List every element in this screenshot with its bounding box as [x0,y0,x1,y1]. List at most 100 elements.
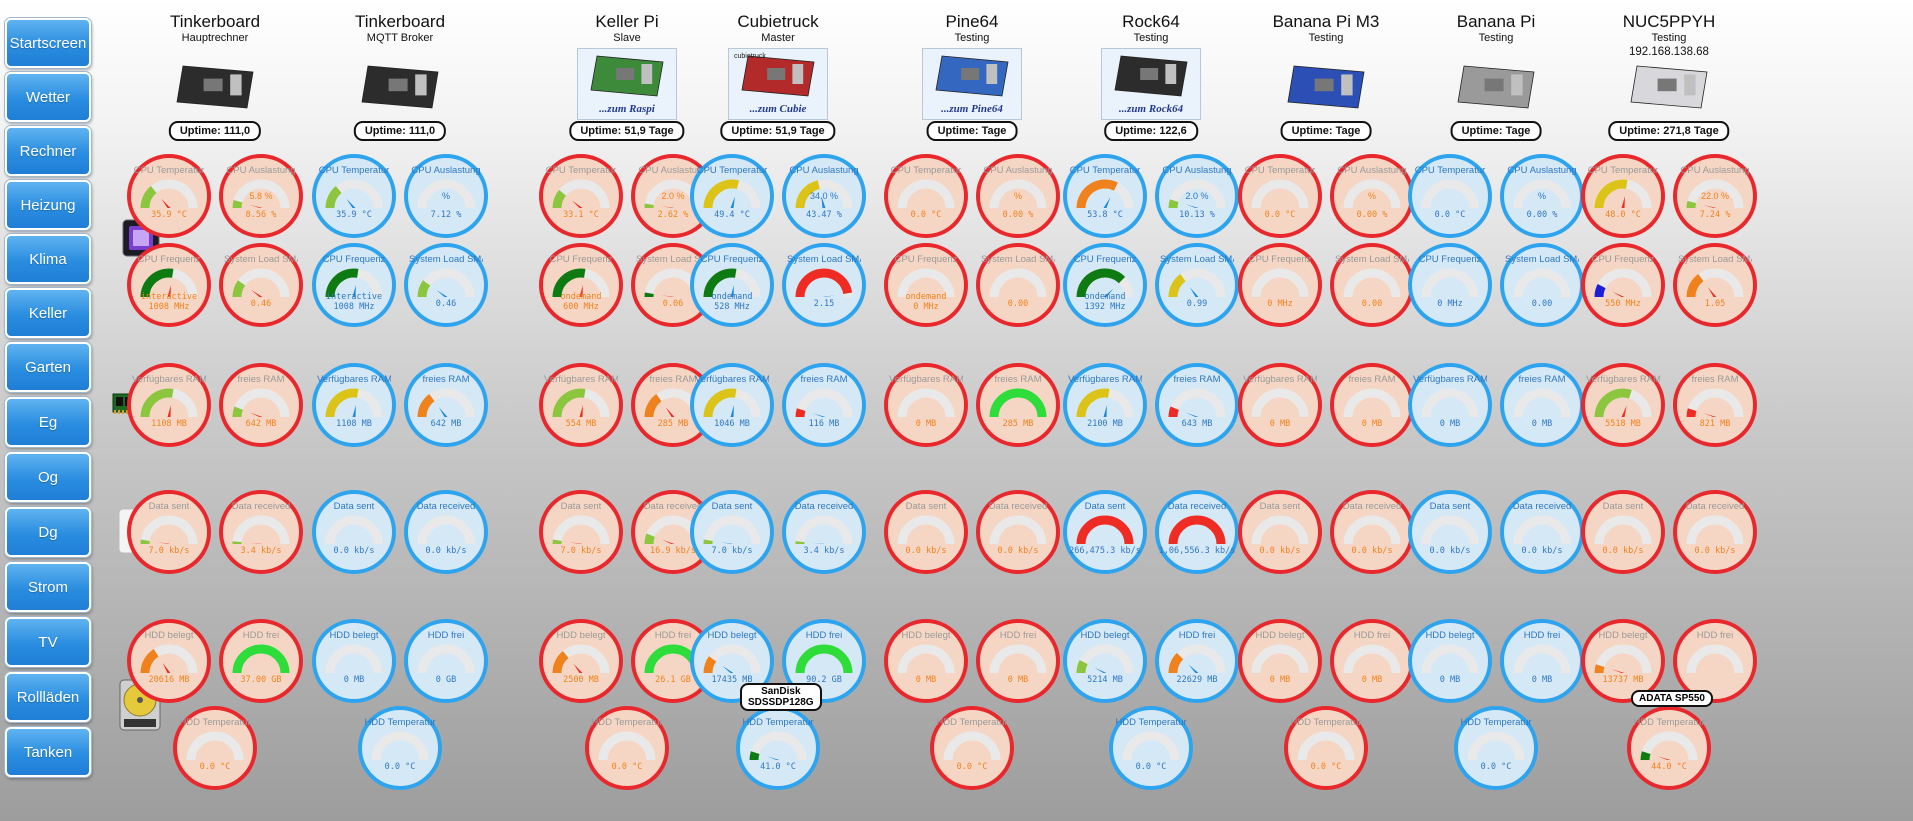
nav-button-strom[interactable]: Strom [5,562,91,612]
banana-pi-m3-board-image[interactable] [1280,60,1372,116]
nav-button-wetter[interactable]: Wetter [5,72,91,122]
nav-button-rechner[interactable]: Rechner [5,126,91,176]
data-sent-gauge: Data sent 266,475.3 kb/s [1062,489,1148,575]
device-image-link[interactable]: ...zum Rock64 [1119,103,1184,115]
freies-ram-gauge-level [1686,408,1697,418]
freies-ram-gauge-title: freies RAM [237,374,285,385]
cpu-temperatur-gauge-title: CPU Temperatur [133,165,205,176]
tinkerboard-board-image[interactable] [169,60,261,116]
cpu-auslastung-gauge-value: 2.62 % [657,210,689,220]
hdd-temperatur-gauge: HDD Temperatur 0.0 °C [357,705,443,791]
hdd-temperatur-gauge-track [1122,731,1180,761]
cpu-frequenz-gauge-value: 0 MHz [1437,299,1463,309]
hdd-belegt-gauge-dial [1581,619,1665,703]
verfuegbares-ram-gauge-needle [1621,405,1627,417]
device-header: Rock64 Testing [1061,12,1241,45]
verfuegbares-ram-gauge-dial [312,363,396,447]
system-load-sma-gauge-dial [1155,243,1239,327]
freies-ram-gauge: freies RAM 116 MB [781,362,867,448]
keller-pi-raspi-image[interactable]: ...zum Raspi [577,48,677,120]
cpu-auslastung-gauge-track [989,179,1047,209]
data-received-gauge-track [989,515,1047,545]
rock64-board-image[interactable]: ...zum Rock64 [1101,48,1201,120]
nuc-mini-pc-image[interactable] [1623,60,1715,116]
device-name: Tinkerboard [354,12,446,31]
hdd-belegt-gauge-track [1251,644,1309,674]
data-sent-gauge-dial [690,490,774,574]
freies-ram-gauge: freies RAM 643 MB [1154,362,1240,448]
disk-model-label: ADATA SP550 [1631,690,1713,707]
cpu-auslastung-gauge-center-value: 34.0 % [809,191,839,201]
verfuegbares-ram-gauge-level [325,388,359,418]
data-received-gauge-track [417,515,475,545]
data-sent-gauge-value: 0.0 kb/s [333,546,375,556]
hdd-frei-gauge-value: 26.1 GB [655,675,691,685]
hdd-temperatur-gauge-level [749,751,760,761]
uptime-badge: Uptime: 271,8 Tage [1608,121,1730,141]
freies-ram-gauge-title: freies RAM [649,374,697,385]
cpu-temperatur-gauge-dial [312,154,396,238]
cpu-auslastung-gauge-value: 10.13 % [1179,210,1215,220]
system-load-sma-gauge-dial [219,243,303,327]
hdd-frei-gauge-title: HDD frei [654,630,692,641]
data-sent-gauge: Data sent 7.0 kb/s [126,489,212,575]
cpu-auslastung-gauge-center-value: % [1367,191,1376,201]
nav-button-tanken[interactable]: Tanken [5,727,91,777]
data-received-gauge-level [1168,515,1226,545]
nav-button-garten[interactable]: Garten [5,342,91,392]
device-header: Tinkerboard MQTT Broker [310,12,490,45]
device-image-link[interactable]: ...zum Raspi [599,103,656,115]
freies-ram-gauge: freies RAM 821 MB [1672,362,1758,448]
freies-ram-gauge-level [1168,406,1179,418]
nav-button-eg[interactable]: Eg [5,397,91,447]
hdd-belegt-gauge-track [325,644,383,674]
nav-button-keller[interactable]: Keller [5,288,91,338]
cpu-frequenz-gauge-dial [690,243,774,327]
cpu-temperatur-gauge: CPU Temperatur 0.0 °C [1237,153,1323,239]
cpu-temperatur-gauge-dial [1238,154,1322,238]
banana-pi-board-image[interactable] [1450,60,1542,116]
hdd-belegt-gauge: HDD belegt 2500 MB [538,618,624,704]
data-sent-gauge-track [1594,515,1652,545]
system-load-sma-gauge-value: 1.05 [1704,299,1726,309]
uptime-badge: Uptime: 51,9 Tage [720,121,836,141]
device-image-link[interactable]: ...zum Pine64 [941,103,1003,115]
nav-button-rolllaeden[interactable]: Rollläden [5,672,91,722]
device-image-link[interactable]: ...zum Cubie [750,103,807,115]
hdd-belegt-gauge-title: HDD belegt [901,630,951,641]
tinkerboard-mqtt-image[interactable] [354,60,446,116]
nav-button-klima[interactable]: Klima [5,234,91,284]
data-received-gauge-title: Data received [1685,501,1745,512]
system-load-sma-gauge-dial [1500,243,1584,327]
nav-button-dg[interactable]: Dg [5,507,91,557]
cpu-auslastung-gauge-track [1686,179,1744,209]
hdd-frei-gauge-dial [1673,619,1757,703]
verfuegbares-ram-gauge-title: Verfügbares RAM [1243,374,1317,385]
cpu-temperatur-gauge-value: 0.0 °C [1264,210,1296,220]
data-received-gauge-dial [976,490,1060,574]
pine64-board-image[interactable]: ...zum Pine64 [922,48,1022,120]
verfuegbares-ram-gauge-value: 2100 MB [1087,419,1123,429]
system-load-sma-gauge-level [1686,273,1704,298]
cpu-frequenz-gauge: CPU Frequenz ondemand 0 MHz [883,242,969,328]
data-sent-gauge-dial [884,490,968,574]
hdd-frei-gauge-value: 0 MB [1007,675,1029,685]
cpu-auslastung-gauge-level [1686,200,1697,209]
hdd-frei-gauge-title: HDD frei [999,630,1037,641]
data-received-gauge-track [1343,515,1401,545]
freies-ram-gauge-dial [404,363,488,447]
cubietruck-board-image[interactable]: cubietruck ...zum Cubie [728,48,828,120]
hdd-temperatur-gauge: HDD Temperatur 0.0 °C [172,705,258,791]
system-load-sma-gauge-track [1343,268,1401,298]
cpu-auslastung-gauge: CPU Auslastung 2.0 % 10.13 % [1154,153,1240,239]
hdd-temperatur-gauge-value: 0.0 °C [384,762,416,772]
hdd-frei-gauge-track [1513,644,1571,674]
nav-button-tv[interactable]: TV [5,617,91,667]
nav-button-heizung[interactable]: Heizung [5,180,91,230]
nav-button-startscreen[interactable]: Startscreen [5,18,91,68]
nav-button-og[interactable]: Og [5,452,91,502]
cpu-auslastung-gauge-dial [1155,154,1239,238]
hdd-temperatur-gauge: HDD Temperatur 0.0 °C [584,705,670,791]
hdd-temperatur-gauge-value: 0.0 °C [1135,762,1167,772]
verfuegbares-ram-gauge-track [1421,388,1479,418]
